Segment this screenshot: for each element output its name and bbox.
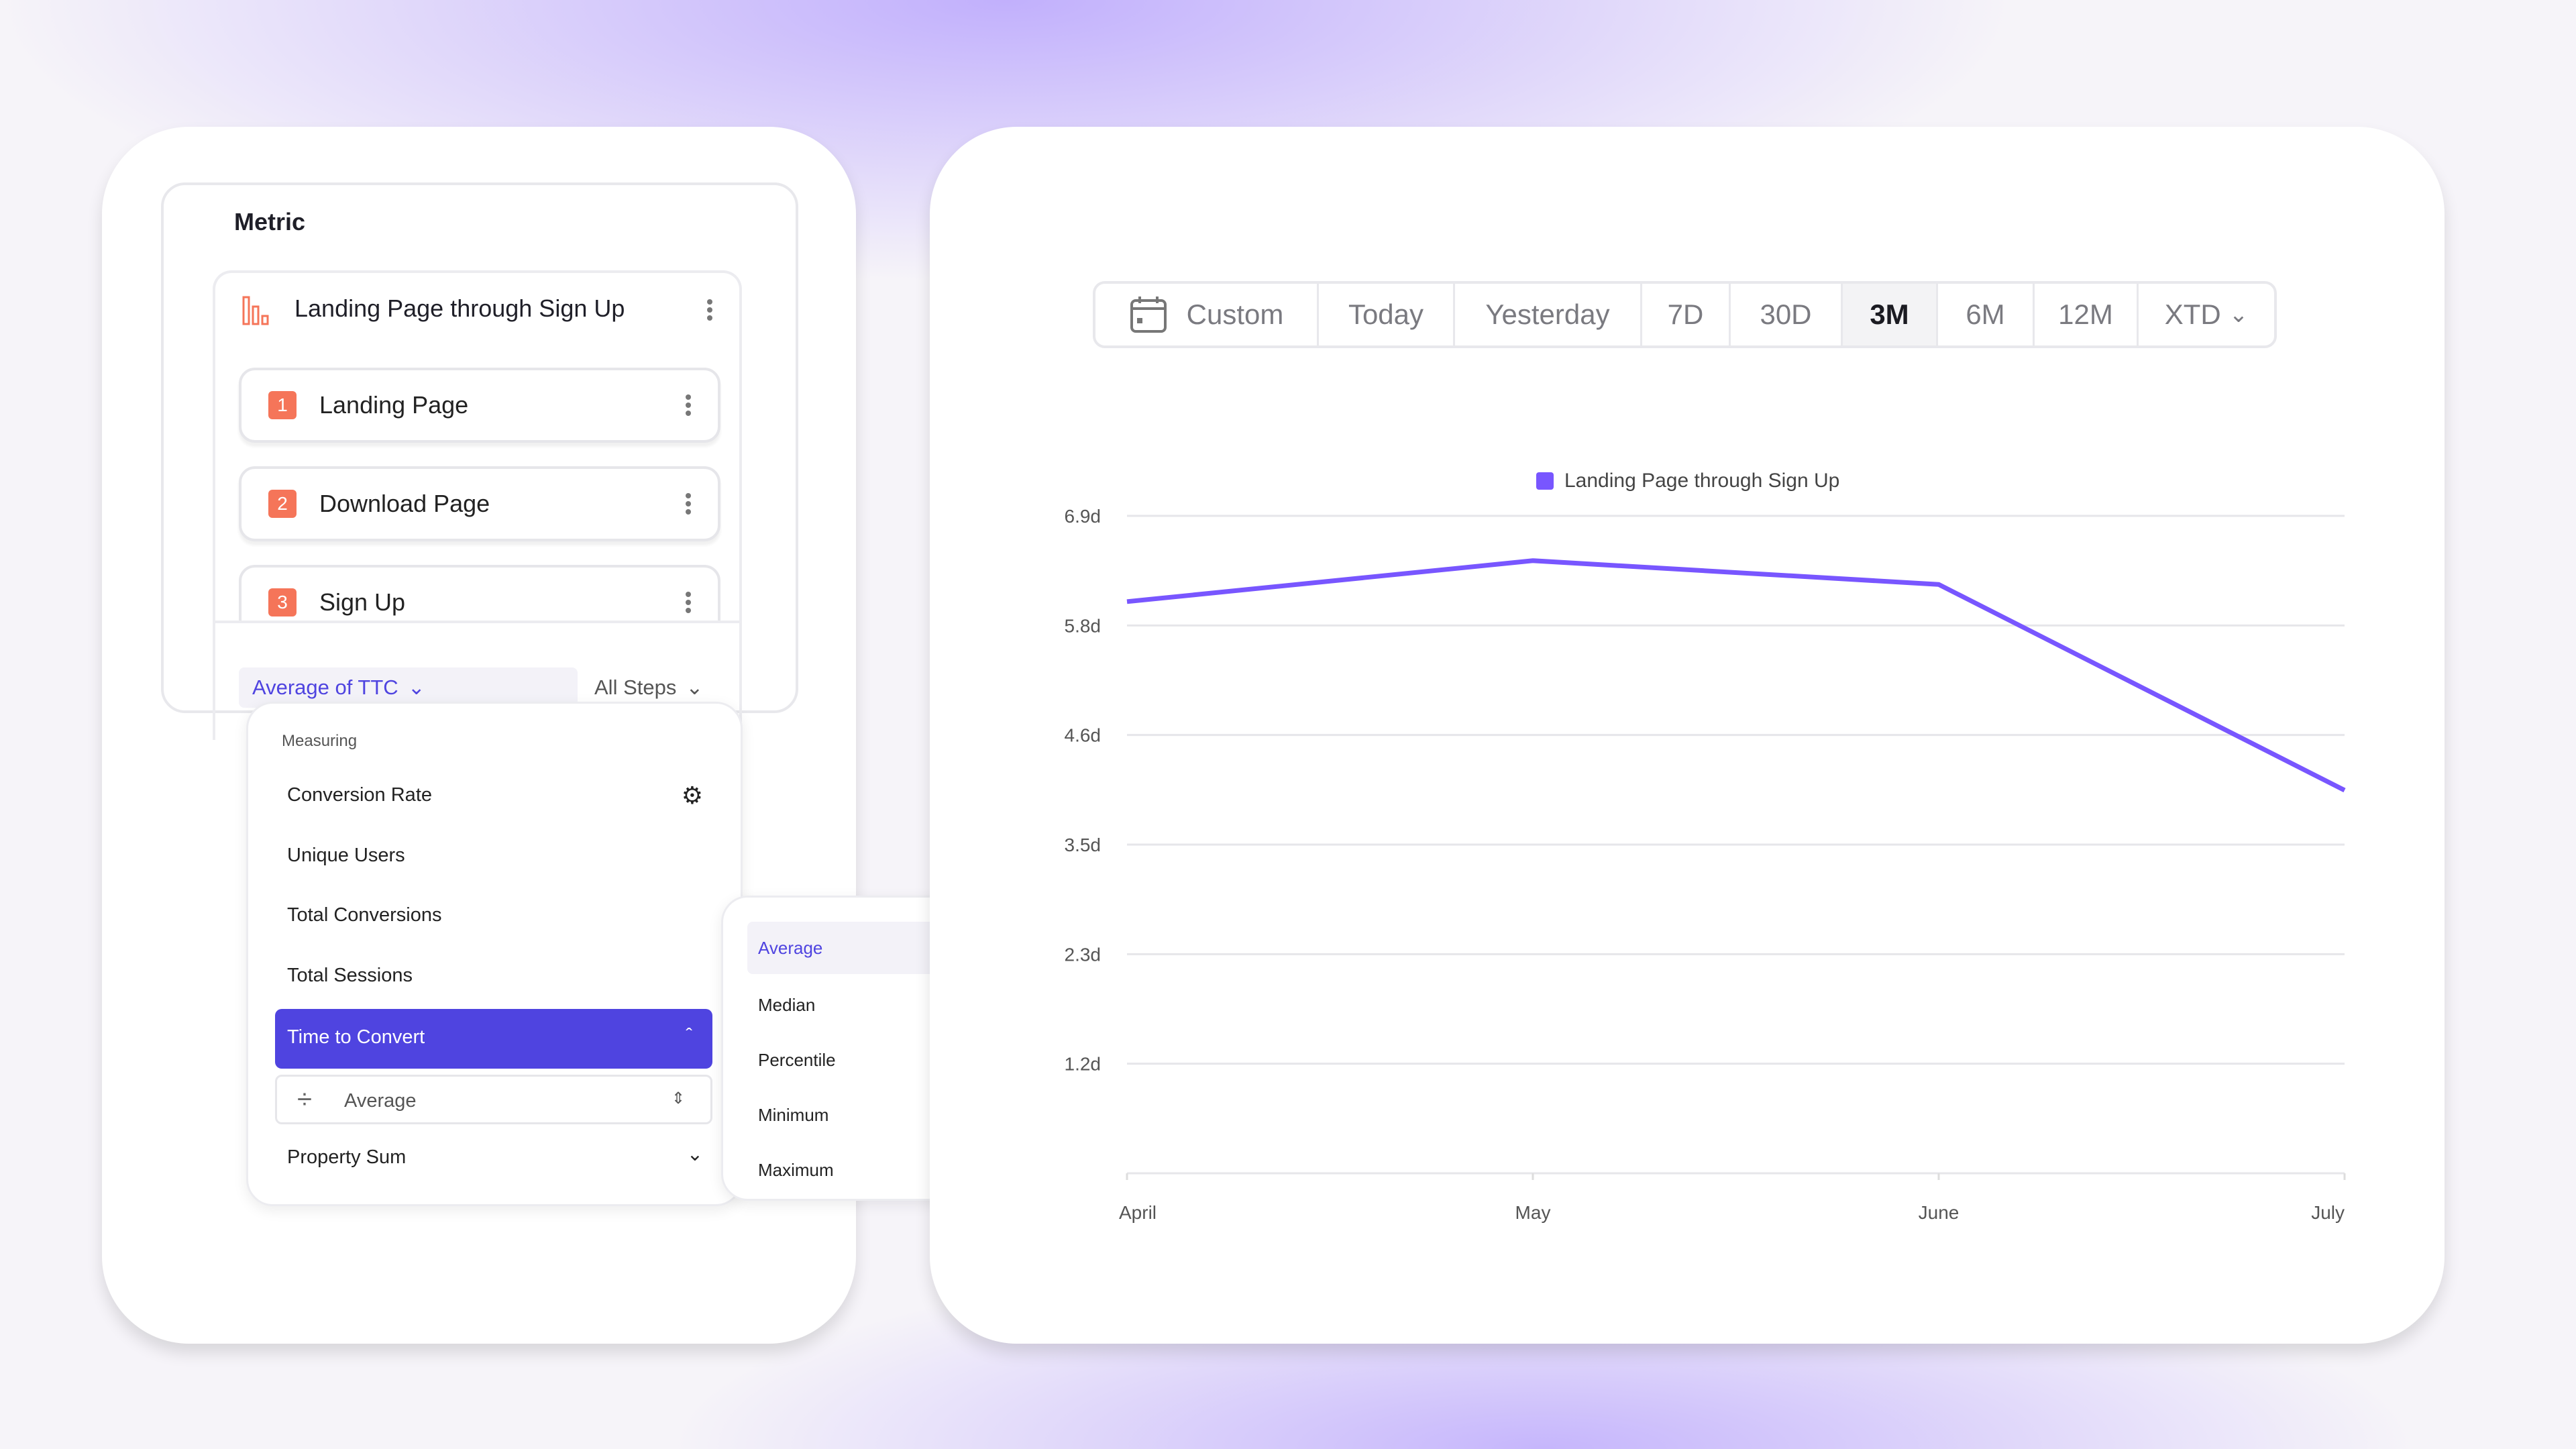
submenu-item-minimum[interactable]: Minimum bbox=[758, 1105, 829, 1125]
measuring-menu: Measuring Conversion Rate ⚙ Unique Users … bbox=[246, 702, 743, 1206]
funnel-step[interactable]: 1 Landing Page bbox=[239, 368, 720, 443]
aggregation-value: Average bbox=[344, 1090, 417, 1112]
menu-item-label: Property Sum bbox=[287, 1146, 407, 1168]
menu-item-time-to-convert[interactable]: Time to Convert ˆ bbox=[275, 1009, 712, 1069]
series-line bbox=[1126, 558, 2346, 793]
up-down-chevron-icon: ⇕ bbox=[671, 1089, 685, 1108]
step-number: 1 bbox=[268, 391, 297, 419]
menu-item-total-sessions[interactable]: Total Sessions bbox=[287, 965, 413, 986]
menu-item-conversion-rate[interactable]: Conversion Rate ⚙ bbox=[287, 782, 703, 809]
chevron-down-icon: ⌄ bbox=[686, 1144, 703, 1165]
metric-box: Metric Landing Page through Sign Up 1 Lan… bbox=[161, 182, 798, 740]
x-tick-label: May bbox=[1515, 1202, 1551, 1223]
x-tick-label: July bbox=[2311, 1202, 2345, 1223]
x-tick-label: June bbox=[1919, 1202, 1960, 1223]
time-option-label: Custom bbox=[1186, 299, 1284, 330]
submenu-item-label: Percentile bbox=[758, 1050, 836, 1070]
time-option-30d[interactable]: 30D bbox=[1731, 284, 1843, 345]
time-option-12m[interactable]: 12M bbox=[2035, 284, 2139, 345]
chevron-up-icon: ˆ bbox=[686, 1025, 692, 1046]
menu-item-total-conversions[interactable]: Total Conversions bbox=[287, 904, 442, 926]
time-range-selector: Custom Today Yesterday 7D 30D 3M 6M 12M … bbox=[1093, 281, 2277, 348]
time-option-xtd[interactable]: XTD ⌄ bbox=[2139, 284, 2274, 345]
divider bbox=[215, 621, 739, 623]
submenu-item-median[interactable]: Median bbox=[758, 995, 816, 1015]
time-option-6m[interactable]: 6M bbox=[1938, 284, 2035, 345]
step-more-icon[interactable] bbox=[686, 490, 691, 517]
steps-selector[interactable]: All Steps ⌄ bbox=[594, 676, 703, 700]
menu-heading: Measuring bbox=[282, 732, 358, 750]
measure-selector-label: Average of TTC bbox=[252, 676, 398, 699]
menu-item-label: Time to Convert bbox=[287, 1026, 425, 1048]
chart-legend: Landing Page through Sign Up bbox=[1536, 470, 1839, 492]
time-option-today[interactable]: Today bbox=[1319, 284, 1455, 345]
divide-icon: ÷ bbox=[297, 1085, 312, 1114]
menu-item-property-sum[interactable]: Property Sum ⌄ bbox=[287, 1144, 703, 1169]
time-option-7d[interactable]: 7D bbox=[1642, 284, 1731, 345]
funnel-card: Landing Page through Sign Up 1 Landing Pa… bbox=[213, 270, 742, 740]
measure-selector[interactable]: Average of TTC ⌄ bbox=[239, 667, 578, 708]
funnel-step[interactable]: 2 Download Page bbox=[239, 466, 720, 541]
step-more-icon[interactable] bbox=[686, 392, 691, 419]
step-label: Sign Up bbox=[319, 588, 406, 616]
funnel-step[interactable]: 3 Sign Up bbox=[239, 565, 720, 621]
step-number: 2 bbox=[268, 490, 297, 518]
legend-swatch bbox=[1536, 472, 1554, 490]
step-label: Download Page bbox=[319, 490, 490, 517]
time-option-3m[interactable]: 3M bbox=[1843, 284, 1938, 345]
time-option-custom[interactable]: Custom bbox=[1095, 284, 1319, 345]
menu-item-unique-users[interactable]: Unique Users bbox=[287, 845, 405, 866]
chevron-down-icon: ⌄ bbox=[2229, 302, 2249, 327]
step-clip: 3 Sign Up bbox=[239, 565, 720, 621]
step-more-icon[interactable] bbox=[686, 589, 691, 616]
funnel-header[interactable]: Landing Page through Sign Up bbox=[215, 273, 739, 347]
calendar-icon bbox=[1130, 297, 1167, 333]
gear-icon[interactable]: ⚙ bbox=[681, 782, 703, 809]
funnel-bars-icon bbox=[242, 296, 269, 325]
metric-title: Metric bbox=[234, 208, 306, 235]
time-option-label: XTD bbox=[2164, 299, 2221, 330]
legend-label: Landing Page through Sign Up bbox=[1564, 470, 1840, 492]
y-tick-label: 1.2d bbox=[1065, 1054, 1102, 1075]
y-tick-label: 2.3d bbox=[1065, 944, 1102, 965]
y-tick-label: 4.6d bbox=[1065, 725, 1102, 746]
y-tick-label: 6.9d bbox=[1065, 506, 1102, 527]
chevron-down-icon: ⌄ bbox=[686, 676, 704, 699]
menu-item-label: Conversion Rate bbox=[287, 784, 432, 806]
aggregation-select[interactable]: ÷ Average ⇕ bbox=[275, 1075, 712, 1124]
step-label: Landing Page bbox=[319, 391, 469, 419]
funnel-more-icon[interactable] bbox=[707, 297, 712, 323]
y-tick-label: 3.5d bbox=[1065, 835, 1102, 855]
x-tick-label: April bbox=[1119, 1202, 1157, 1223]
step-number: 3 bbox=[268, 588, 297, 616]
steps-selector-label: All Steps bbox=[594, 676, 677, 699]
y-tick-label: 5.8d bbox=[1065, 615, 1102, 636]
time-option-yesterday[interactable]: Yesterday bbox=[1455, 284, 1642, 345]
chevron-down-icon: ⌄ bbox=[407, 676, 425, 699]
funnel-name: Landing Page through Sign Up bbox=[294, 294, 625, 322]
submenu-item-maximum[interactable]: Maximum bbox=[758, 1160, 834, 1180]
